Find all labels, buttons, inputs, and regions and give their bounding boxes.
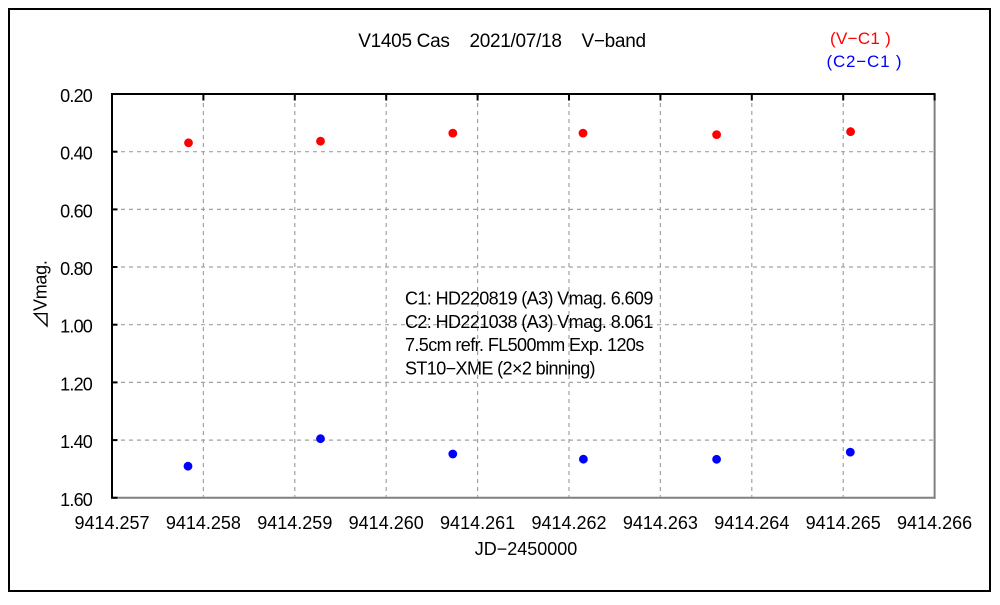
svg-text:0.20: 0.20: [60, 86, 93, 106]
svg-text:Vmag.: Vmag.: [31, 260, 51, 311]
svg-text:9414.259: 9414.259: [257, 513, 332, 533]
svg-text:(V−C1 ): (V−C1 ): [830, 29, 891, 48]
svg-text:C2: HD221038 (A3) Vmag. 8.061: C2: HD221038 (A3) Vmag. 8.061: [405, 312, 653, 332]
svg-text:JD−2450000: JD−2450000: [475, 539, 578, 559]
svg-text:ST10−XME (2×2 binning): ST10−XME (2×2 binning): [405, 359, 595, 379]
svg-text:C1: HD220819 (A3) Vmag. 6.609: C1: HD220819 (A3) Vmag. 6.609: [405, 289, 653, 309]
svg-text:V1405 Cas 2021/07/18 V−b: V1405 Cas 2021/07/18 V−band: [358, 31, 645, 52]
svg-text:0.40: 0.40: [60, 144, 93, 164]
svg-text:1.60: 1.60: [60, 490, 93, 510]
svg-text:9414.265: 9414.265: [806, 513, 881, 533]
svg-text:1.40: 1.40: [60, 432, 93, 452]
svg-text:9414.257: 9414.257: [74, 513, 149, 533]
svg-text:9414.261: 9414.261: [440, 513, 515, 533]
svg-text:9414.262: 9414.262: [531, 513, 606, 533]
svg-text:9414.264: 9414.264: [714, 513, 789, 533]
svg-text:9414.266: 9414.266: [897, 513, 972, 533]
svg-text:1.20: 1.20: [60, 374, 93, 394]
svg-text:(C2−C1 ): (C2−C1 ): [827, 52, 903, 71]
svg-text:9414.260: 9414.260: [349, 513, 424, 533]
svg-text:1.00: 1.00: [60, 317, 93, 337]
svg-text:0.60: 0.60: [60, 201, 93, 221]
svg-text:7.5cm refr. FL500mm Exp. 120: 7.5cm refr. FL500mm Exp. 120s: [405, 335, 644, 355]
svg-text:0.80: 0.80: [60, 259, 93, 279]
svg-text:9414.263: 9414.263: [623, 513, 698, 533]
svg-text:9414.258: 9414.258: [166, 513, 241, 533]
